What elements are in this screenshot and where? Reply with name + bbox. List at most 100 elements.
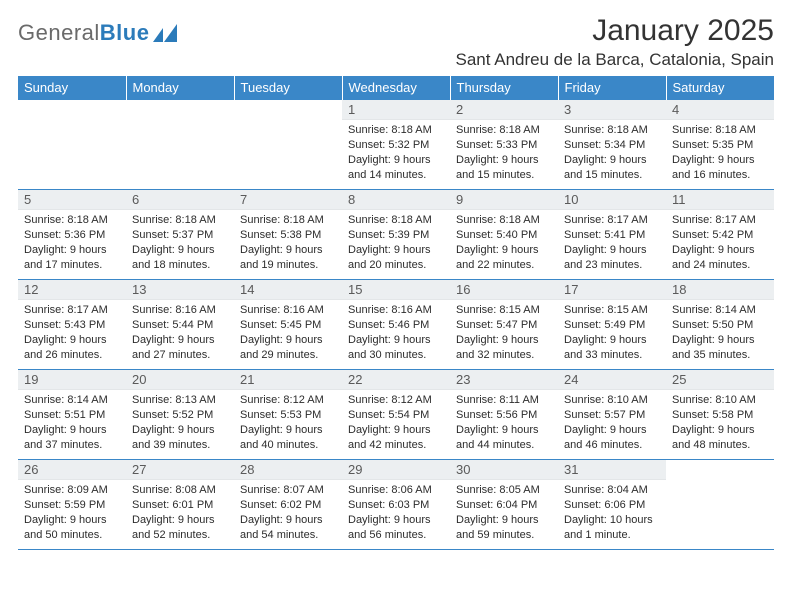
day-body-empty — [666, 460, 774, 520]
daylight-line: Daylight: 9 hours and 39 minutes. — [132, 423, 228, 453]
daylight-line: Daylight: 9 hours and 40 minutes. — [240, 423, 336, 453]
calendar-cell: 6Sunrise: 8:18 AMSunset: 5:37 PMDaylight… — [126, 190, 234, 280]
day-number: 14 — [234, 280, 342, 300]
sunrise-line: Sunrise: 8:07 AM — [240, 483, 336, 498]
day-body: Sunrise: 8:10 AMSunset: 5:57 PMDaylight:… — [558, 390, 666, 456]
calendar-cell: 12Sunrise: 8:17 AMSunset: 5:43 PMDayligh… — [18, 280, 126, 370]
calendar-week-row: 19Sunrise: 8:14 AMSunset: 5:51 PMDayligh… — [18, 370, 774, 460]
day-body: Sunrise: 8:14 AMSunset: 5:50 PMDaylight:… — [666, 300, 774, 366]
day-body: Sunrise: 8:17 AMSunset: 5:42 PMDaylight:… — [666, 210, 774, 276]
calendar-week-row: 26Sunrise: 8:09 AMSunset: 5:59 PMDayligh… — [18, 460, 774, 550]
sunrise-line: Sunrise: 8:06 AM — [348, 483, 444, 498]
day-body: Sunrise: 8:18 AMSunset: 5:32 PMDaylight:… — [342, 120, 450, 186]
daylight-line: Daylight: 9 hours and 22 minutes. — [456, 243, 552, 273]
day-body: Sunrise: 8:18 AMSunset: 5:33 PMDaylight:… — [450, 120, 558, 186]
sunset-line: Sunset: 5:37 PM — [132, 228, 228, 243]
sunset-line: Sunset: 5:57 PM — [564, 408, 660, 423]
day-number: 6 — [126, 190, 234, 210]
calendar-cell — [234, 100, 342, 190]
day-number: 11 — [666, 190, 774, 210]
calendar-cell: 16Sunrise: 8:15 AMSunset: 5:47 PMDayligh… — [450, 280, 558, 370]
sunset-line: Sunset: 6:02 PM — [240, 498, 336, 513]
day-number: 8 — [342, 190, 450, 210]
day-body: Sunrise: 8:18 AMSunset: 5:34 PMDaylight:… — [558, 120, 666, 186]
calendar-table: SundayMondayTuesdayWednesdayThursdayFrid… — [18, 76, 774, 550]
sunrise-line: Sunrise: 8:18 AM — [672, 123, 768, 138]
calendar-week-row: 1Sunrise: 8:18 AMSunset: 5:32 PMDaylight… — [18, 100, 774, 190]
day-body: Sunrise: 8:18 AMSunset: 5:36 PMDaylight:… — [18, 210, 126, 276]
sunset-line: Sunset: 5:50 PM — [672, 318, 768, 333]
sunrise-line: Sunrise: 8:18 AM — [240, 213, 336, 228]
sunrise-line: Sunrise: 8:12 AM — [240, 393, 336, 408]
sunset-line: Sunset: 5:59 PM — [24, 498, 120, 513]
calendar-cell: 15Sunrise: 8:16 AMSunset: 5:46 PMDayligh… — [342, 280, 450, 370]
day-number: 31 — [558, 460, 666, 480]
calendar-cell: 9Sunrise: 8:18 AMSunset: 5:40 PMDaylight… — [450, 190, 558, 280]
calendar-cell: 17Sunrise: 8:15 AMSunset: 5:49 PMDayligh… — [558, 280, 666, 370]
day-body: Sunrise: 8:12 AMSunset: 5:54 PMDaylight:… — [342, 390, 450, 456]
calendar-cell: 7Sunrise: 8:18 AMSunset: 5:38 PMDaylight… — [234, 190, 342, 280]
sunset-line: Sunset: 5:52 PM — [132, 408, 228, 423]
logo-mark-icon — [151, 22, 179, 44]
calendar-cell: 30Sunrise: 8:05 AMSunset: 6:04 PMDayligh… — [450, 460, 558, 550]
day-body-empty — [18, 100, 126, 160]
weekday-header: Monday — [126, 76, 234, 100]
weekday-header: Tuesday — [234, 76, 342, 100]
daylight-line: Daylight: 9 hours and 59 minutes. — [456, 513, 552, 543]
daylight-line: Daylight: 9 hours and 48 minutes. — [672, 423, 768, 453]
daylight-line: Daylight: 9 hours and 54 minutes. — [240, 513, 336, 543]
calendar-week-row: 12Sunrise: 8:17 AMSunset: 5:43 PMDayligh… — [18, 280, 774, 370]
day-number: 1 — [342, 100, 450, 120]
weekday-header: Wednesday — [342, 76, 450, 100]
calendar-cell: 24Sunrise: 8:10 AMSunset: 5:57 PMDayligh… — [558, 370, 666, 460]
sunset-line: Sunset: 5:54 PM — [348, 408, 444, 423]
day-body: Sunrise: 8:16 AMSunset: 5:46 PMDaylight:… — [342, 300, 450, 366]
day-number: 22 — [342, 370, 450, 390]
calendar-cell: 22Sunrise: 8:12 AMSunset: 5:54 PMDayligh… — [342, 370, 450, 460]
calendar-cell: 28Sunrise: 8:07 AMSunset: 6:02 PMDayligh… — [234, 460, 342, 550]
day-body: Sunrise: 8:18 AMSunset: 5:39 PMDaylight:… — [342, 210, 450, 276]
day-number: 29 — [342, 460, 450, 480]
daylight-line: Daylight: 9 hours and 24 minutes. — [672, 243, 768, 273]
daylight-line: Daylight: 9 hours and 50 minutes. — [24, 513, 120, 543]
sunrise-line: Sunrise: 8:18 AM — [456, 213, 552, 228]
daylight-line: Daylight: 9 hours and 19 minutes. — [240, 243, 336, 273]
day-body: Sunrise: 8:18 AMSunset: 5:35 PMDaylight:… — [666, 120, 774, 186]
sunset-line: Sunset: 5:34 PM — [564, 138, 660, 153]
day-body: Sunrise: 8:06 AMSunset: 6:03 PMDaylight:… — [342, 480, 450, 546]
sunset-line: Sunset: 5:42 PM — [672, 228, 768, 243]
sunset-line: Sunset: 5:45 PM — [240, 318, 336, 333]
day-body: Sunrise: 8:12 AMSunset: 5:53 PMDaylight:… — [234, 390, 342, 456]
sunset-line: Sunset: 5:46 PM — [348, 318, 444, 333]
calendar-cell: 1Sunrise: 8:18 AMSunset: 5:32 PMDaylight… — [342, 100, 450, 190]
sunrise-line: Sunrise: 8:15 AM — [456, 303, 552, 318]
sunrise-line: Sunrise: 8:04 AM — [564, 483, 660, 498]
calendar-cell: 2Sunrise: 8:18 AMSunset: 5:33 PMDaylight… — [450, 100, 558, 190]
daylight-line: Daylight: 9 hours and 27 minutes. — [132, 333, 228, 363]
sunrise-line: Sunrise: 8:11 AM — [456, 393, 552, 408]
day-number: 15 — [342, 280, 450, 300]
daylight-line: Daylight: 9 hours and 37 minutes. — [24, 423, 120, 453]
calendar-week-row: 5Sunrise: 8:18 AMSunset: 5:36 PMDaylight… — [18, 190, 774, 280]
daylight-line: Daylight: 9 hours and 23 minutes. — [564, 243, 660, 273]
day-body: Sunrise: 8:14 AMSunset: 5:51 PMDaylight:… — [18, 390, 126, 456]
day-number: 30 — [450, 460, 558, 480]
day-body: Sunrise: 8:08 AMSunset: 6:01 PMDaylight:… — [126, 480, 234, 546]
calendar-body: 1Sunrise: 8:18 AMSunset: 5:32 PMDaylight… — [18, 100, 774, 550]
daylight-line: Daylight: 9 hours and 18 minutes. — [132, 243, 228, 273]
day-number: 27 — [126, 460, 234, 480]
sunset-line: Sunset: 5:58 PM — [672, 408, 768, 423]
sunset-line: Sunset: 5:43 PM — [24, 318, 120, 333]
calendar-cell: 27Sunrise: 8:08 AMSunset: 6:01 PMDayligh… — [126, 460, 234, 550]
day-number: 17 — [558, 280, 666, 300]
sunrise-line: Sunrise: 8:09 AM — [24, 483, 120, 498]
day-body: Sunrise: 8:17 AMSunset: 5:43 PMDaylight:… — [18, 300, 126, 366]
day-body: Sunrise: 8:09 AMSunset: 5:59 PMDaylight:… — [18, 480, 126, 546]
location-subtitle: Sant Andreu de la Barca, Catalonia, Spai… — [456, 50, 775, 70]
title-block: January 2025 Sant Andreu de la Barca, Ca… — [456, 14, 775, 70]
calendar-cell — [666, 460, 774, 550]
sunset-line: Sunset: 5:49 PM — [564, 318, 660, 333]
page-title: January 2025 — [456, 14, 775, 48]
day-body: Sunrise: 8:15 AMSunset: 5:47 PMDaylight:… — [450, 300, 558, 366]
calendar-cell: 10Sunrise: 8:17 AMSunset: 5:41 PMDayligh… — [558, 190, 666, 280]
